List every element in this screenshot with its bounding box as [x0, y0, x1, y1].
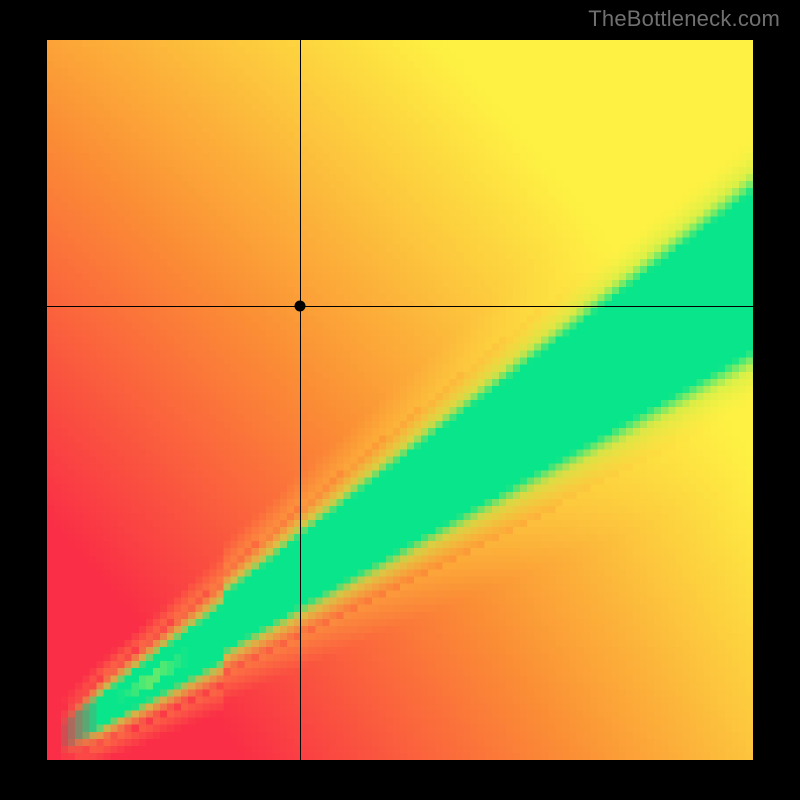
watermark: TheBottleneck.com — [588, 6, 780, 32]
crosshair-marker — [295, 300, 306, 311]
crosshair-vertical — [300, 40, 301, 760]
crosshair-horizontal — [47, 306, 753, 307]
heatmap-plot — [47, 40, 753, 760]
heatmap-canvas — [47, 40, 753, 760]
